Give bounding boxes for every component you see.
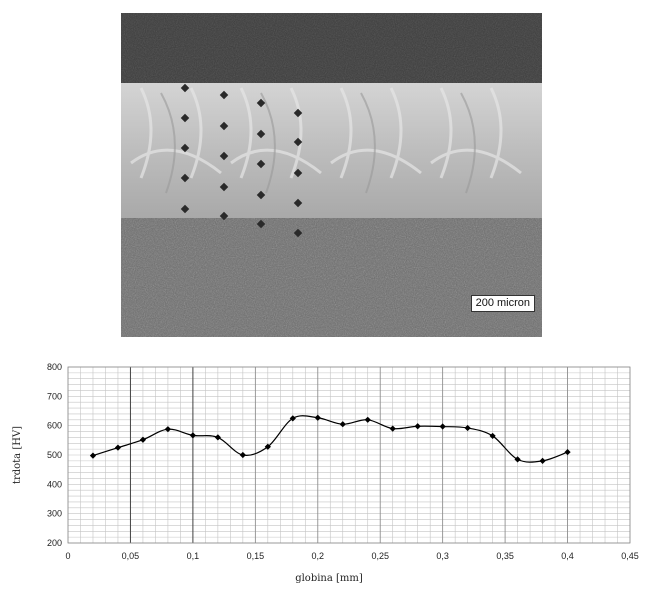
hardness-indent xyxy=(256,129,266,139)
x-tick-label: 0,3 xyxy=(436,551,449,561)
grid-major xyxy=(67,366,631,544)
plot-frame xyxy=(67,366,631,544)
y-tick-label: 600 xyxy=(47,421,62,431)
micrograph-image: 200 micron xyxy=(121,13,542,337)
hardness-indent xyxy=(219,151,229,161)
hardness-indent xyxy=(256,219,266,229)
data-point xyxy=(389,425,396,432)
hardness-indent xyxy=(219,182,229,192)
data-point xyxy=(114,444,122,451)
data-point xyxy=(89,452,97,459)
hardness-indent xyxy=(293,228,303,238)
hardness-indent xyxy=(256,98,266,108)
scale-bar-label: 200 micron xyxy=(470,295,535,312)
data-point xyxy=(514,456,521,463)
hardness-indent xyxy=(293,168,303,178)
hardness-indent xyxy=(293,198,303,208)
data-point xyxy=(214,434,221,441)
y-tick-labels: 200 300 400 500 600 700 800 xyxy=(47,362,62,548)
x-tick-label: 0,15 xyxy=(247,551,265,561)
hardness-indents xyxy=(180,83,303,238)
y-tick-label: 700 xyxy=(47,391,62,401)
x-tick-label: 0,2 xyxy=(312,551,325,561)
y-tick-label: 300 xyxy=(47,509,62,519)
data-point xyxy=(139,436,147,443)
hardness-indent xyxy=(219,90,229,100)
x-axis-label: globina [mm] xyxy=(295,573,363,584)
hardness-chart: 200 300 400 500 600 700 800 0 0,05 0,1 0,15 0,2 0,2… xyxy=(0,355,648,599)
x-tick-labels: 0 0,05 0,1 0,15 0,2 0,25 0,3 0,35 0,4 0,45 xyxy=(65,551,638,561)
x-tick-label: 0,45 xyxy=(621,551,639,561)
x-tick-label: 0,05 xyxy=(122,551,140,561)
x-tick-label: 0,35 xyxy=(496,551,514,561)
y-tick-label: 400 xyxy=(47,479,62,489)
hardness-indent xyxy=(293,108,303,118)
data-point xyxy=(339,421,346,428)
data-point xyxy=(364,416,371,423)
data-point xyxy=(239,451,246,459)
data-point xyxy=(564,448,571,456)
x-tick-label: 0,4 xyxy=(561,551,574,561)
coating-texture xyxy=(130,87,522,179)
hardness-indent xyxy=(256,190,266,200)
hardness-indent xyxy=(219,211,229,221)
x-tick-label: 0 xyxy=(65,551,70,561)
x-tick-label: 0,25 xyxy=(371,551,389,561)
data-point xyxy=(539,457,546,464)
y-tick-label: 800 xyxy=(47,362,62,372)
x-tick-label: 0,1 xyxy=(187,551,200,561)
y-tick-label: 200 xyxy=(47,538,62,548)
hardness-indent xyxy=(219,121,229,131)
y-axis-label: trdota [HV] xyxy=(12,426,23,484)
hardness-indent xyxy=(293,137,303,147)
data-point xyxy=(414,423,421,430)
hardness-indent xyxy=(256,159,266,169)
grid-minor xyxy=(67,366,631,544)
y-tick-label: 500 xyxy=(47,450,62,460)
data-point xyxy=(439,423,446,430)
